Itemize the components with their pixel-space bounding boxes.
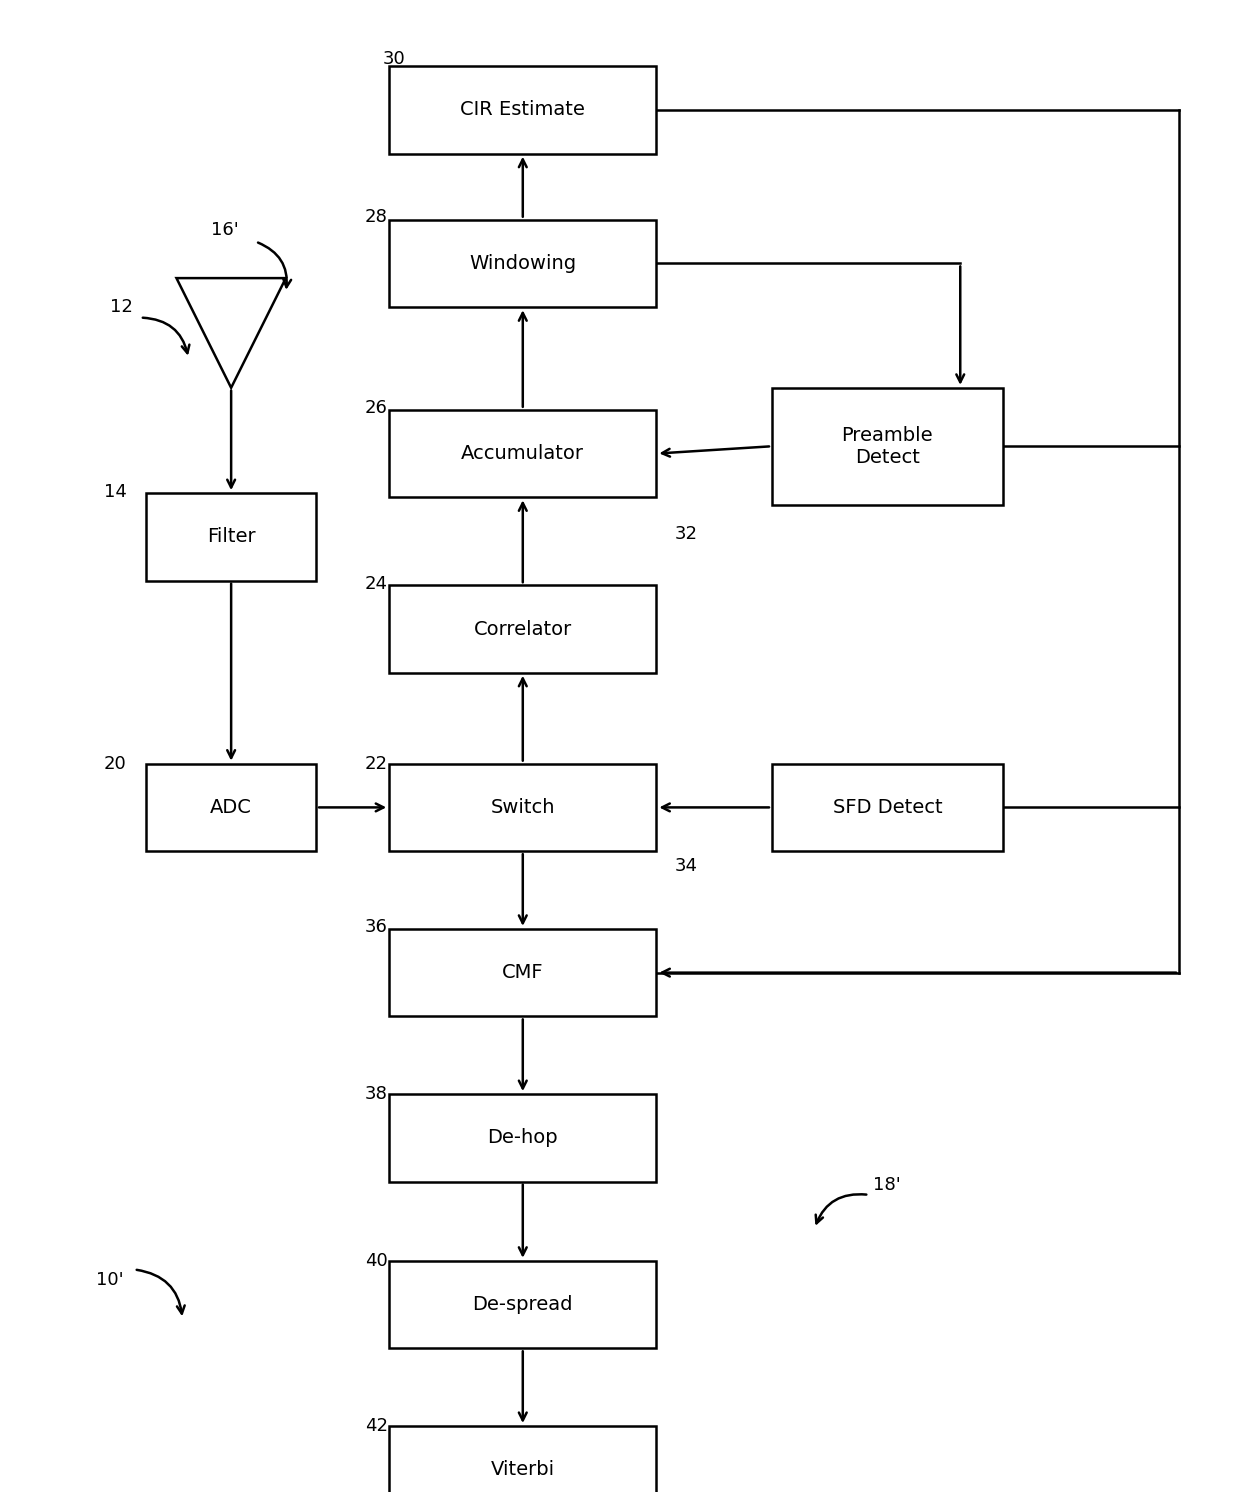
Text: 10': 10' xyxy=(95,1271,124,1289)
FancyBboxPatch shape xyxy=(389,219,656,307)
Text: Switch: Switch xyxy=(491,798,556,818)
Text: 18': 18' xyxy=(873,1176,901,1194)
Text: Filter: Filter xyxy=(207,527,255,546)
Text: De-hop: De-hop xyxy=(487,1128,558,1147)
FancyBboxPatch shape xyxy=(389,1094,656,1182)
Text: 26: 26 xyxy=(365,400,388,418)
Text: 34: 34 xyxy=(675,856,698,874)
Text: Accumulator: Accumulator xyxy=(461,445,584,463)
Text: SFD Detect: SFD Detect xyxy=(832,798,942,818)
Text: 12: 12 xyxy=(110,298,133,316)
FancyBboxPatch shape xyxy=(389,1426,656,1492)
Text: 42: 42 xyxy=(365,1417,388,1435)
Text: CIR Estimate: CIR Estimate xyxy=(460,100,585,119)
FancyBboxPatch shape xyxy=(389,764,656,852)
Text: 32: 32 xyxy=(675,525,698,543)
Text: 38: 38 xyxy=(365,1085,388,1103)
Text: CMF: CMF xyxy=(502,964,543,982)
Text: Windowing: Windowing xyxy=(469,254,577,273)
FancyBboxPatch shape xyxy=(389,66,656,154)
Text: 30: 30 xyxy=(383,49,405,67)
Text: 16': 16' xyxy=(211,221,239,239)
FancyBboxPatch shape xyxy=(146,764,316,852)
Text: ADC: ADC xyxy=(211,798,252,818)
FancyBboxPatch shape xyxy=(146,492,316,580)
Text: 20: 20 xyxy=(103,755,126,773)
Text: Viterbi: Viterbi xyxy=(491,1461,554,1479)
FancyBboxPatch shape xyxy=(771,764,1003,852)
Text: 40: 40 xyxy=(365,1252,388,1270)
FancyBboxPatch shape xyxy=(389,928,656,1016)
Text: 14: 14 xyxy=(103,482,126,501)
Text: Preamble
Detect: Preamble Detect xyxy=(842,425,934,467)
Text: 22: 22 xyxy=(365,755,388,773)
Text: Correlator: Correlator xyxy=(474,619,572,639)
Text: 24: 24 xyxy=(365,574,388,592)
FancyBboxPatch shape xyxy=(389,585,656,673)
FancyBboxPatch shape xyxy=(771,388,1003,504)
FancyBboxPatch shape xyxy=(389,1261,656,1349)
Text: 28: 28 xyxy=(365,207,388,225)
FancyBboxPatch shape xyxy=(389,410,656,497)
Text: De-spread: De-spread xyxy=(472,1295,573,1314)
Text: 36: 36 xyxy=(365,918,388,937)
